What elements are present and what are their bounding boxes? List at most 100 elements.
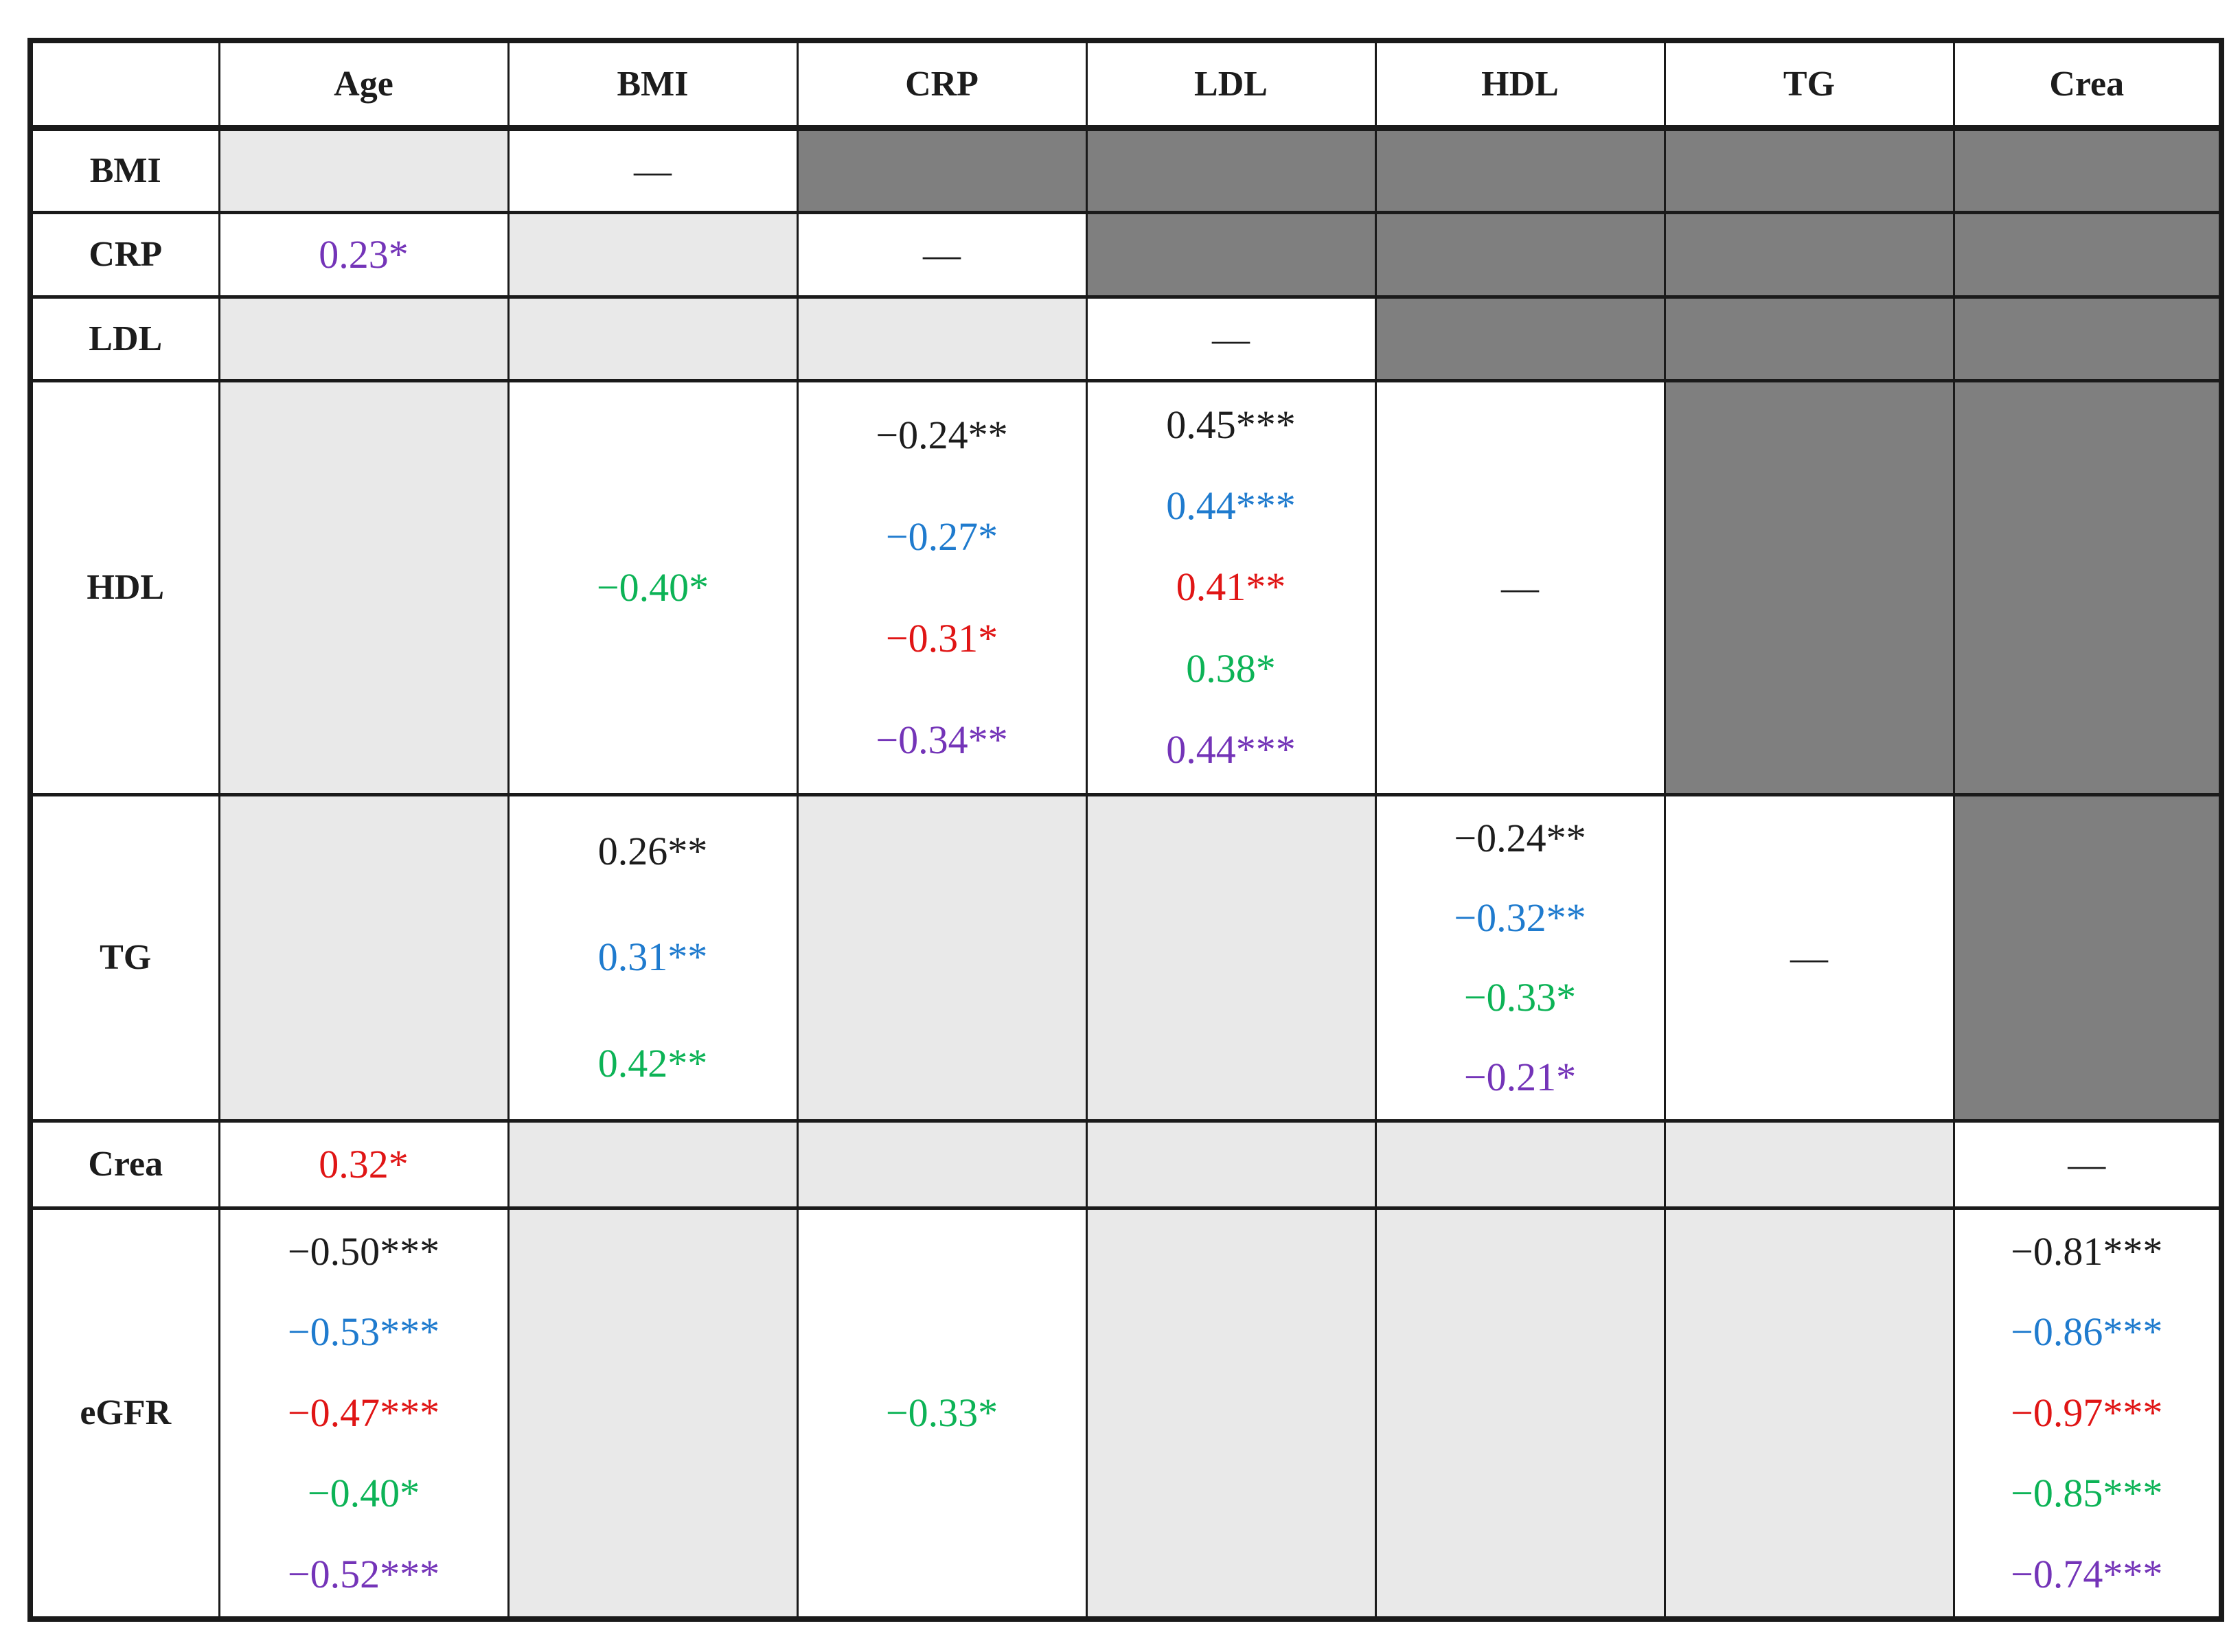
correlation-value: 0.44*** (1166, 483, 1296, 529)
cell-bmi-ldl (1085, 126, 1377, 214)
table-row-hdl: HDL −0.40* −0.24** −0.27* −0.31* −0.34** 0.45*… (29, 378, 2223, 796)
table-row-bmi: BMI — (29, 126, 2223, 214)
cell-ldl-crea (1952, 295, 2223, 382)
cell-content: −0.24** −0.27* −0.31* −0.34** (799, 385, 1086, 791)
cell-egfr-age: −0.50*** −0.53*** −0.47*** −0.40* −0.52*** (218, 1206, 510, 1621)
cell-egfr-hdl (1374, 1206, 1666, 1621)
cell-content (1377, 1125, 1664, 1204)
cell-crea-crea: — (1952, 1118, 2223, 1210)
cell-hdl-ldl: 0.45*** 0.44*** 0.41** 0.38* 0.44*** (1085, 378, 1377, 796)
cell-content (220, 133, 507, 209)
cell-content (1377, 133, 1664, 209)
cell-content (1088, 133, 1375, 209)
cell-content (1666, 1125, 1953, 1204)
cell-bmi-crp (796, 126, 1088, 214)
diagonal-dash: — (634, 150, 672, 192)
correlation-table: Age BMI CRP LDL HDL TG Crea BMI — CRP 0.23* — LDL — H… (27, 38, 2224, 1622)
cell-content: — (510, 133, 797, 209)
cell-egfr-tg (1663, 1206, 1955, 1621)
diagonal-dash: — (2068, 1143, 2106, 1185)
cell-content (510, 216, 797, 293)
cell-content (799, 301, 1086, 377)
cell-ldl-tg (1663, 295, 1955, 382)
cell-tg-ldl (1085, 792, 1377, 1123)
row-label-bmi: BMI (29, 126, 220, 214)
cell-ldl-ldl: — (1085, 295, 1377, 382)
cell-content: 0.45*** 0.44*** 0.41** 0.38* 0.44*** (1088, 385, 1375, 791)
correlation-value: −0.33* (1463, 974, 1577, 1020)
diagonal-dash: — (1790, 937, 1828, 978)
cell-content (510, 1211, 797, 1615)
cell-ldl-bmi (507, 295, 799, 382)
correlation-value: 0.31** (597, 934, 708, 980)
correlation-value: −0.52*** (287, 1551, 440, 1596)
cell-content: 0.23* (220, 216, 507, 293)
cell-tg-hdl: −0.24** −0.32** −0.33* −0.21* (1374, 792, 1666, 1123)
header-row: Age BMI CRP LDL HDL TG Crea (29, 38, 2223, 131)
column-header-tg: TG (1663, 38, 1955, 131)
correlation-value: −0.32** (1454, 895, 1586, 940)
cell-hdl-hdl: — (1374, 378, 1666, 796)
correlation-value: 0.44*** (1166, 727, 1296, 772)
correlation-value: −0.85*** (2011, 1471, 2163, 1516)
cell-crea-age: 0.32* (218, 1118, 510, 1210)
table-row-ldl: LDL — (29, 295, 2223, 382)
cell-tg-bmi: 0.26** 0.31** 0.42** (507, 792, 799, 1123)
cell-ldl-age (218, 295, 510, 382)
cell-content (220, 301, 507, 377)
correlation-value: −0.21* (1463, 1054, 1577, 1099)
column-header-bmi: BMI (507, 38, 799, 131)
correlation-value: −0.27* (885, 514, 998, 559)
correlation-value: −0.47*** (287, 1390, 440, 1435)
correlation-value: −0.34** (876, 717, 1008, 762)
cell-tg-crea (1952, 792, 2223, 1123)
column-header-crea: Crea (1952, 38, 2223, 131)
correlation-value: −0.40* (596, 564, 709, 610)
cell-content (1666, 301, 1953, 377)
correlation-value: 0.26** (597, 828, 708, 873)
cell-content (1377, 301, 1664, 377)
cell-content (1088, 799, 1375, 1117)
cell-crea-bmi (507, 1118, 799, 1210)
cell-content (799, 133, 1086, 209)
column-header-age: Age (218, 38, 510, 131)
correlation-value: −0.50*** (287, 1228, 440, 1274)
cell-crp-ldl (1085, 210, 1377, 299)
cell-crp-age: 0.23* (218, 210, 510, 299)
cell-bmi-hdl (1374, 126, 1666, 214)
cell-content (1088, 216, 1375, 293)
cell-content: — (1377, 385, 1664, 791)
column-header-ldl: LDL (1085, 38, 1377, 131)
cell-egfr-crp: −0.33* (796, 1206, 1088, 1621)
cell-crp-hdl (1374, 210, 1666, 299)
cell-hdl-crea (1952, 378, 2223, 796)
correlation-value: 0.32* (319, 1141, 409, 1186)
cell-content: −0.33* (799, 1211, 1086, 1615)
cell-content (1666, 216, 1953, 293)
cell-content (1377, 216, 1664, 293)
table-row-tg: TG 0.26** 0.31** 0.42** −0.24** −0.32** −0.33*… (29, 792, 2223, 1123)
row-label-crp: CRP (29, 210, 220, 299)
cell-crea-ldl (1085, 1118, 1377, 1210)
cell-content (220, 385, 507, 791)
cell-content (1088, 1211, 1375, 1615)
column-header-hdl: HDL (1374, 38, 1666, 131)
cell-hdl-age (218, 378, 510, 796)
cell-content (510, 301, 797, 377)
table-row-egfr: eGFR −0.50*** −0.53*** −0.47*** −0.40* −0.52*… (29, 1206, 2223, 1621)
cell-content: — (799, 216, 1086, 293)
cell-egfr-ldl (1085, 1206, 1377, 1621)
cell-crp-crea (1952, 210, 2223, 299)
table-row-crea: Crea 0.32* — (29, 1118, 2223, 1210)
corner-cell (29, 38, 220, 131)
cell-content (799, 799, 1086, 1117)
cell-content: −0.24** −0.32** −0.33* −0.21* (1377, 799, 1664, 1117)
cell-tg-age (218, 792, 510, 1123)
cell-content (799, 1125, 1086, 1204)
cell-crp-tg (1663, 210, 1955, 299)
cell-content: 0.26** 0.31** 0.42** (510, 799, 797, 1117)
cell-crea-tg (1663, 1118, 1955, 1210)
row-label-hdl: HDL (29, 378, 220, 796)
cell-content (1666, 385, 1953, 791)
